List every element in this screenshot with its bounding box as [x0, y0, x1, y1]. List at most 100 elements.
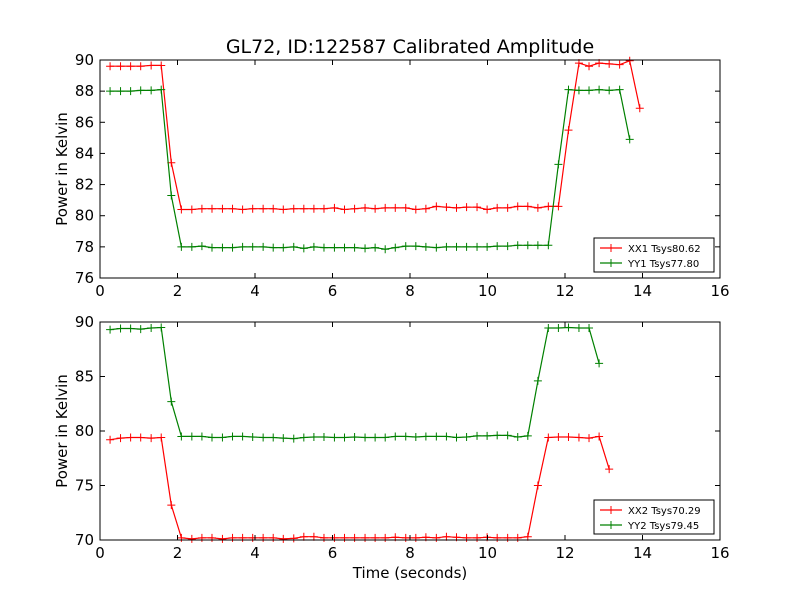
legend-box — [593, 237, 715, 273]
data-point — [167, 397, 176, 406]
data-point — [442, 242, 451, 251]
y-tick-label: 70 — [75, 531, 94, 549]
data-point — [381, 203, 390, 212]
top-panel: 0 2 4 6 8 10 12 14 16 76 78 80 82 84 86 88 90 Power in Ke… — [53, 51, 730, 300]
x-axis-label: Time (seconds) — [352, 564, 468, 582]
data-point — [564, 85, 573, 94]
data-point — [391, 432, 400, 441]
legend-label: XX1 Tsys80.62 — [628, 244, 701, 255]
data-point — [309, 242, 318, 251]
data-point — [299, 204, 308, 213]
data-point — [493, 242, 502, 251]
data-point — [289, 534, 298, 543]
data-point — [483, 205, 492, 214]
data-point — [513, 241, 522, 250]
data-point — [513, 432, 522, 441]
data-point — [411, 205, 420, 214]
data-point — [136, 86, 145, 95]
data-point — [147, 323, 156, 332]
data-point — [248, 432, 257, 441]
data-point — [483, 431, 492, 440]
data-point — [106, 62, 115, 71]
data-point — [207, 204, 216, 213]
legend-label: YY1 Tsys77.80 — [627, 259, 699, 270]
legend-marker — [607, 259, 615, 267]
data-point — [442, 203, 451, 212]
data-point — [248, 204, 257, 213]
data-point — [473, 431, 482, 440]
legend-marker — [607, 506, 615, 514]
data-point — [299, 244, 308, 253]
data-point — [147, 86, 156, 95]
data-point — [625, 135, 634, 144]
data-point — [157, 85, 166, 94]
data-point — [340, 205, 349, 214]
data-point — [279, 534, 288, 543]
data-point — [177, 205, 186, 214]
data-point — [136, 325, 145, 334]
data-point — [421, 432, 430, 441]
data-point — [167, 501, 176, 510]
data-point — [452, 242, 461, 251]
data-point — [503, 242, 512, 251]
data-point — [564, 126, 573, 135]
x-tick-label: 4 — [250, 282, 260, 300]
data-point — [574, 433, 583, 442]
data-point — [432, 243, 441, 252]
data-point — [381, 433, 390, 442]
bottom-panel: 0 2 4 6 8 10 12 14 16 70 75 80 85 90 Power in Kelvin XX… — [53, 313, 730, 562]
data-point — [187, 432, 196, 441]
data-point — [126, 87, 135, 96]
data-point — [483, 242, 492, 251]
x-tick-label: 4 — [250, 544, 260, 562]
data-point — [238, 432, 247, 441]
data-point — [523, 202, 532, 211]
x-tick-label: 16 — [710, 282, 729, 300]
data-point — [625, 56, 634, 65]
data-point — [401, 242, 410, 251]
data-point — [279, 243, 288, 252]
y-tick-label: 90 — [75, 313, 94, 331]
data-point — [615, 60, 624, 69]
data-point — [391, 243, 400, 252]
data-point — [187, 242, 196, 251]
x-tick-label: 10 — [478, 282, 497, 300]
data-point — [238, 205, 247, 214]
data-point — [319, 243, 328, 252]
data-point — [585, 323, 594, 332]
data-point — [432, 432, 441, 441]
data-point — [126, 324, 135, 333]
x-tick-label: 0 — [95, 544, 105, 562]
data-point — [309, 204, 318, 213]
data-point — [595, 432, 604, 441]
data-point — [473, 203, 482, 212]
legend-marker — [607, 521, 615, 529]
data-point — [340, 243, 349, 252]
data-point — [554, 202, 563, 211]
data-point — [544, 241, 553, 250]
x-tick-label: 2 — [173, 544, 183, 562]
y-tick-label: 78 — [75, 238, 94, 256]
data-point — [462, 432, 471, 441]
x-tick-label: 14 — [633, 544, 652, 562]
data-point — [136, 433, 145, 442]
data-point — [361, 244, 370, 253]
data-point — [442, 532, 451, 541]
data-point — [177, 432, 186, 441]
data-point — [106, 435, 115, 444]
data-point — [330, 243, 339, 252]
x-tick-label: 8 — [405, 282, 415, 300]
y-tick-label: 90 — [75, 51, 94, 69]
data-point — [126, 62, 135, 71]
data-point — [299, 433, 308, 442]
y-tick-label: 80 — [75, 207, 94, 225]
data-point — [299, 532, 308, 541]
y-tick-label: 86 — [75, 113, 94, 131]
data-point — [350, 432, 359, 441]
data-point — [605, 86, 614, 95]
y-tick-label: 84 — [75, 144, 94, 162]
series-line-1-2 — [110, 88, 631, 250]
data-point — [207, 243, 216, 252]
data-point — [259, 204, 268, 213]
